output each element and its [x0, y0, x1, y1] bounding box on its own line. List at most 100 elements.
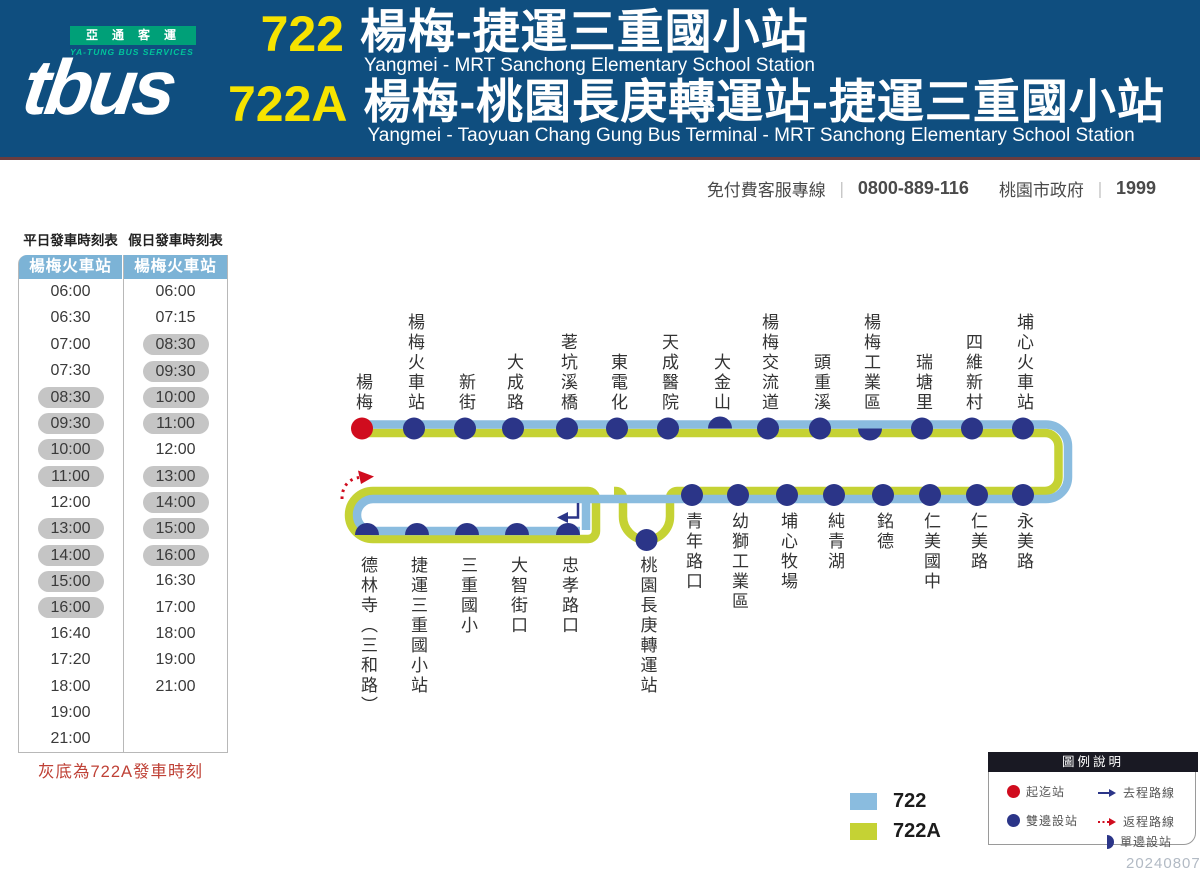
station-dot — [872, 484, 894, 506]
separator: ｜ — [833, 182, 850, 200]
timetable: 平日發車時刻表 假日發車時刻表 楊梅火車站 06:00 06:30 07:00 07:… — [18, 229, 230, 754]
route-722a-terminal-loop — [344, 486, 601, 544]
timetable-row-weekday: 07:30 — [19, 358, 122, 384]
service-info: 免付費客服專線 ｜ 0800-889-116 桃園市政府 ｜ 1999 — [707, 176, 1156, 201]
timetable-row-weekday: 12:00 — [19, 489, 122, 515]
departure-time-722a: 11:00 — [37, 465, 104, 487]
timetable-row-weekday: 21:00 — [19, 726, 122, 752]
departure-time: 21:00 — [155, 677, 196, 695]
departure-time-722a: 16:00 — [142, 544, 209, 566]
station-label: 仁美路 — [968, 512, 987, 572]
route2-title-zh: 楊梅-桃園長庚轉運站-捷運三重國小站 — [363, 74, 1165, 128]
departure-time: 07:15 — [155, 309, 196, 327]
station-label: 東電化 — [608, 353, 627, 413]
station-label: 永美路 — [1014, 512, 1033, 572]
logo-banner: 亞通客運 — [70, 26, 196, 45]
route-722a-swatch — [850, 822, 877, 840]
logo-company-en: YA-TUNG BUS SERVICES — [70, 47, 194, 57]
legend-route-722: 722 — [850, 786, 941, 816]
legend-route-722a: 722A — [850, 816, 941, 846]
inbound-turn-arrow — [557, 503, 580, 523]
station-label: 桃園長庚轉運站 — [637, 556, 657, 696]
hotline-label: 免付費客服專線 — [706, 181, 826, 200]
station-label: 幼獅工業區 — [729, 512, 748, 612]
weekday-column: 楊梅火車站 06:00 06:30 07:00 07:30 08:30 09:30 10:0… — [19, 255, 122, 752]
station-dot — [1012, 417, 1034, 440]
route2-title-en: Yangmei - Taoyuan Chang Gung Bus Termina… — [367, 124, 1135, 146]
logo-brand-text: tbus — [17, 43, 179, 131]
legend-title: 圖例說明 — [988, 752, 1198, 772]
route-722-label: 722 — [893, 789, 927, 812]
departure-time: 06:00 — [155, 283, 196, 301]
departure-time: 12:00 — [155, 440, 196, 458]
timetable-row-weekday: 17:20 — [19, 647, 122, 673]
departure-time: 17:20 — [50, 651, 91, 669]
departure-time-722a: 10:00 — [142, 386, 209, 408]
station-dot — [911, 417, 933, 440]
timetable-row-weekday: 11:00 — [19, 463, 122, 489]
departure-time: 07:30 — [50, 362, 91, 380]
departure-time-722a: 09:30 — [142, 360, 209, 382]
timetable-row-holiday: 15:00 — [124, 516, 227, 542]
station-label: 青年路口 — [683, 512, 702, 592]
timetable-row-weekday: 19:00 — [19, 700, 122, 726]
tbus-logo: 亞通客運 YA-TUNG BUS SERVICES tbus — [18, 22, 199, 140]
timetable-row-weekday: 18:00 — [19, 673, 122, 699]
station-label: 四維新村 — [963, 333, 982, 413]
timetable-table: 楊梅火車站 06:00 06:30 07:00 07:30 08:30 09:30 10:0… — [18, 255, 228, 754]
departure-time-722a: 14:00 — [37, 544, 104, 566]
departure-time-722a: 11:00 — [142, 413, 209, 435]
gov-number: 1999 — [1115, 178, 1156, 198]
route-titles: 722 楊梅-捷運三重國小站 Yangmei - MRT Sanchong El… — [228, 8, 1165, 147]
departure-time: 16:40 — [50, 625, 91, 642]
station-dot — [405, 523, 429, 535]
departure-time: 17:00 — [155, 598, 196, 616]
departure-time: 12:00 — [50, 493, 91, 511]
departure-time: 06:30 — [50, 309, 91, 327]
timetable-row-holiday: 21:00 — [124, 673, 227, 699]
station-dot — [505, 523, 529, 535]
departure-time: 16:30 — [155, 572, 196, 590]
version-date: 20240807 — [1126, 855, 1200, 872]
station-label: 楊梅交流道 — [759, 313, 778, 413]
timetable-row-weekday: 13:00 — [19, 516, 122, 542]
station-label: 純青湖 — [825, 512, 844, 572]
station-dot — [502, 417, 524, 440]
timetable-row-weekday: 16:00 — [19, 595, 122, 621]
timetable-row-weekday: 08:30 — [19, 384, 122, 410]
station-dot — [919, 484, 941, 506]
timetable-row-holiday: 07:15 — [124, 305, 227, 331]
timetable-row-holiday: 11:00 — [124, 410, 227, 436]
station-label: 仁美國中 — [921, 512, 940, 592]
station-label: 瑞塘里 — [913, 353, 932, 413]
station-dot — [606, 417, 628, 440]
start-station-dot — [351, 417, 373, 440]
route2-number: 722A — [228, 75, 348, 132]
station-dot — [776, 484, 798, 506]
timetable-row-holiday: 18:00 — [124, 621, 227, 647]
timetable-row-holiday: 19:00 — [124, 647, 227, 673]
timetable-row-weekday: 16:40 — [19, 621, 122, 647]
station-label: 天成醫院 — [659, 333, 678, 413]
station-dot — [556, 523, 580, 535]
timetable-row-holiday: 14:00 — [124, 489, 227, 515]
return-arrow-icon — [1098, 817, 1116, 826]
column-divider — [123, 255, 124, 753]
departure-time-722a: 09:30 — [37, 413, 104, 435]
station-label: 大金山 — [711, 353, 730, 413]
departure-time-722a: 15:00 — [37, 570, 104, 592]
route1-title-zh: 楊梅-捷運三重國小站 — [360, 5, 809, 58]
departure-time: 19:00 — [155, 651, 196, 669]
station-dot — [727, 484, 749, 506]
station-dot — [708, 416, 732, 429]
station-dot — [823, 484, 845, 506]
station-label: 三重國小 — [458, 556, 477, 636]
timetable-row-weekday: 06:30 — [19, 305, 122, 331]
timetable-note: 灰底為722A發車時刻 — [38, 763, 204, 781]
station-dot — [1012, 484, 1034, 506]
timetable-row-weekday: 10:00 — [19, 437, 122, 463]
departure-time: 18:00 — [50, 677, 91, 695]
legend-item-return-route: 返程路線 — [1097, 813, 1175, 830]
station-dot — [809, 417, 831, 440]
